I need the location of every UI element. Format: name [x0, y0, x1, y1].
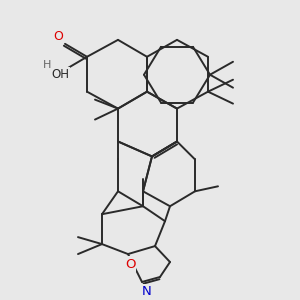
Text: OH: OH [51, 68, 69, 81]
Text: H: H [43, 60, 51, 70]
Text: O: O [53, 30, 63, 44]
Text: O: O [125, 257, 135, 271]
Text: N: N [142, 285, 152, 298]
